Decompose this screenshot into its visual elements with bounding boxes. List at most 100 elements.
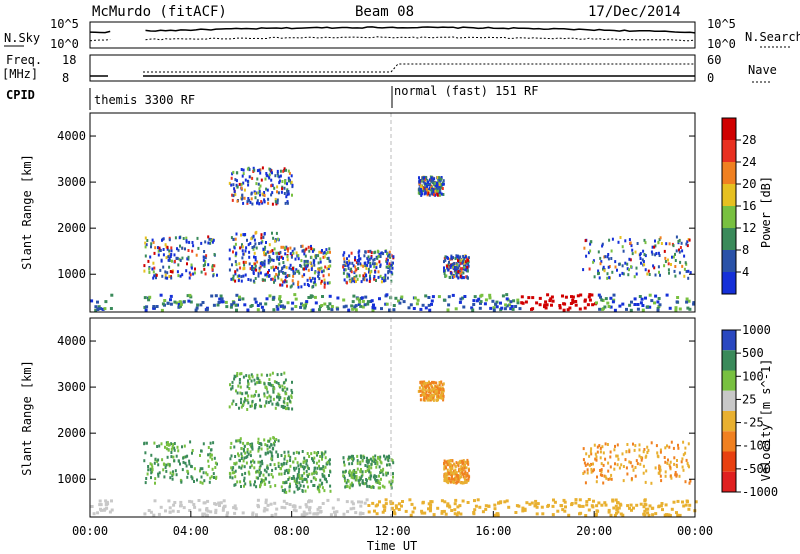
heatmap-cell bbox=[153, 266, 156, 270]
heatmap-cell bbox=[263, 191, 266, 194]
heatmap-cell bbox=[386, 252, 389, 256]
heatmap-cell bbox=[287, 450, 290, 454]
heatmap-cell bbox=[370, 466, 373, 470]
heatmap-cell bbox=[658, 303, 662, 307]
heatmap-cell bbox=[653, 266, 656, 270]
heatmap-cell bbox=[685, 297, 689, 301]
heatmap-cell bbox=[147, 298, 151, 302]
heatmap-cell bbox=[174, 236, 177, 240]
heatmap-cell bbox=[281, 187, 284, 191]
heatmap-cell bbox=[279, 467, 282, 470]
heatmap-cell bbox=[371, 305, 375, 309]
heatmap-cell bbox=[343, 476, 346, 480]
heatmap-cell bbox=[276, 190, 278, 194]
heatmap-cell bbox=[320, 467, 323, 471]
heatmap-cell bbox=[238, 295, 241, 299]
heatmap-cell bbox=[445, 472, 447, 476]
heatmap-cell bbox=[595, 504, 599, 508]
heatmap-cell bbox=[389, 253, 392, 257]
heatmap-cell bbox=[359, 477, 362, 481]
heatmap-cell bbox=[363, 501, 367, 505]
heatmap-cell bbox=[216, 462, 218, 466]
heatmap-cell bbox=[313, 451, 316, 455]
heatmap-cell bbox=[462, 461, 465, 465]
heatmap-cell bbox=[308, 508, 311, 511]
heatmap-cell bbox=[197, 246, 200, 250]
heatmap-cell bbox=[455, 274, 458, 278]
heatmap-cell bbox=[228, 257, 231, 261]
heatmap-cell bbox=[254, 196, 257, 200]
heatmap-cell bbox=[658, 471, 661, 475]
heatmap-cell bbox=[210, 239, 213, 243]
heatmap-cell bbox=[357, 262, 359, 266]
x-tick-label: 12:00 bbox=[374, 524, 410, 538]
heatmap-cell bbox=[230, 441, 233, 445]
heatmap-cell bbox=[161, 302, 165, 306]
heatmap-cell bbox=[410, 502, 414, 506]
heatmap-cell bbox=[96, 511, 100, 515]
heatmap-cell bbox=[253, 460, 256, 464]
heatmap-cell bbox=[422, 176, 425, 180]
heatmap-cell bbox=[304, 503, 308, 507]
heatmap-cell bbox=[456, 480, 459, 484]
heatmap-cell bbox=[263, 264, 266, 268]
heatmap-cell bbox=[211, 467, 214, 471]
heatmap-cell bbox=[160, 308, 164, 312]
heatmap-cell bbox=[233, 462, 236, 466]
heatmap-cell bbox=[283, 280, 286, 284]
heatmap-cell bbox=[278, 384, 281, 388]
heatmap-cell bbox=[162, 253, 165, 257]
heatmap-cell bbox=[643, 509, 647, 513]
heatmap-cell bbox=[441, 396, 444, 400]
heatmap-cell bbox=[196, 303, 200, 307]
heatmap-cell bbox=[320, 482, 323, 486]
heatmap-cell bbox=[454, 464, 457, 468]
heatmap-cell bbox=[214, 461, 217, 465]
heatmap-cell bbox=[301, 274, 304, 278]
heatmap-cell bbox=[369, 271, 372, 275]
heatmap-cell bbox=[377, 455, 379, 459]
heatmap-cell bbox=[268, 294, 272, 298]
heatmap-cell bbox=[164, 466, 167, 469]
heatmap-cell bbox=[258, 380, 261, 384]
heatmap-cell bbox=[253, 238, 256, 242]
heatmap-cell bbox=[299, 264, 302, 267]
heatmap-cell bbox=[388, 255, 391, 259]
heatmap-cell bbox=[270, 383, 273, 387]
heatmap-cell bbox=[253, 406, 256, 410]
heatmap-cell bbox=[641, 304, 645, 307]
heatmap-cell bbox=[144, 236, 147, 240]
heatmap-cell bbox=[429, 395, 432, 399]
heatmap-cell bbox=[363, 456, 366, 460]
heatmap-cell bbox=[377, 479, 380, 483]
heatmap-cell bbox=[376, 249, 379, 253]
heatmap-cell bbox=[297, 254, 300, 258]
heatmap-cell bbox=[495, 300, 499, 304]
heatmap-cell bbox=[256, 304, 260, 307]
heatmap-cell bbox=[378, 458, 381, 462]
heatmap-cell bbox=[373, 257, 376, 261]
heatmap-cell bbox=[398, 301, 402, 305]
heatmap-cell bbox=[96, 300, 99, 304]
heatmap-cell bbox=[296, 461, 299, 465]
heatmap-cell bbox=[289, 263, 292, 267]
heatmap-cell bbox=[644, 241, 647, 245]
heatmap-cell bbox=[610, 473, 613, 477]
heatmap-cell bbox=[313, 271, 316, 275]
heatmap-cell bbox=[383, 454, 385, 458]
heatmap-cell bbox=[318, 268, 321, 272]
heatmap-cell bbox=[429, 506, 432, 510]
heatmap-cell bbox=[143, 264, 146, 268]
heatmap-cell bbox=[189, 273, 192, 277]
heatmap-cell bbox=[476, 498, 480, 502]
heatmap-cell bbox=[622, 479, 625, 483]
heatmap-cell bbox=[616, 443, 619, 447]
heatmap-cell bbox=[578, 498, 582, 502]
heatmap-cell bbox=[274, 239, 277, 243]
heatmap-cell bbox=[625, 466, 628, 470]
heatmap-cell bbox=[313, 295, 317, 299]
heatmap-cell bbox=[663, 249, 666, 253]
heatmap-cell bbox=[258, 242, 261, 245]
heatmap-cell bbox=[305, 462, 308, 466]
heatmap-cell bbox=[630, 508, 633, 512]
